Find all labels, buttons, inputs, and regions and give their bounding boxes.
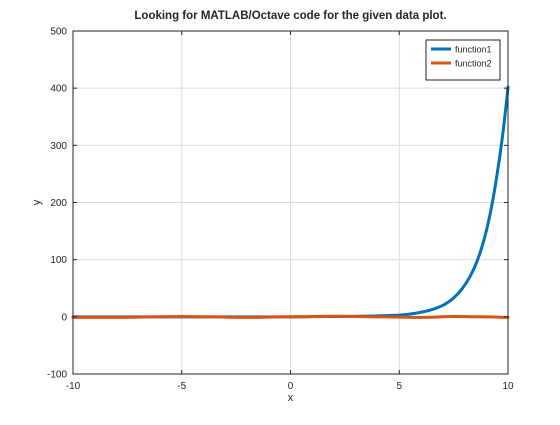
legend: function1 function2 [425,39,501,81]
y-tick-label: -100 [47,370,67,381]
series-line-function2 [71,314,510,319]
y-tick-label: 200 [50,198,67,209]
legend-box [425,39,501,81]
series-lines [71,85,510,319]
y-tick-label: 0 [61,312,67,323]
x-tick-label: -10 [66,381,81,392]
x-tick-label: -5 [177,381,186,392]
y-tick-label: 400 [50,84,67,95]
axis-ticks: -10 -5 0 5 10 -100 0 100 200 300 400 500 [47,27,514,393]
chart-title: Looking for MATLAB/Octave code for the g… [134,10,446,22]
y-tick-label: 100 [50,255,67,266]
x-tick-label: 10 [502,381,514,392]
x-tick-label: 5 [396,381,402,392]
legend-label-function2: function2 [455,59,492,69]
y-tick-label: 300 [50,141,67,152]
grid-lines [72,30,509,375]
legend-label-function1: function1 [455,45,492,55]
x-tick-label: 0 [288,381,294,392]
x-axis-label: x [288,392,294,404]
y-axis-label: y [31,199,43,205]
y-tick-label: 500 [50,27,67,38]
